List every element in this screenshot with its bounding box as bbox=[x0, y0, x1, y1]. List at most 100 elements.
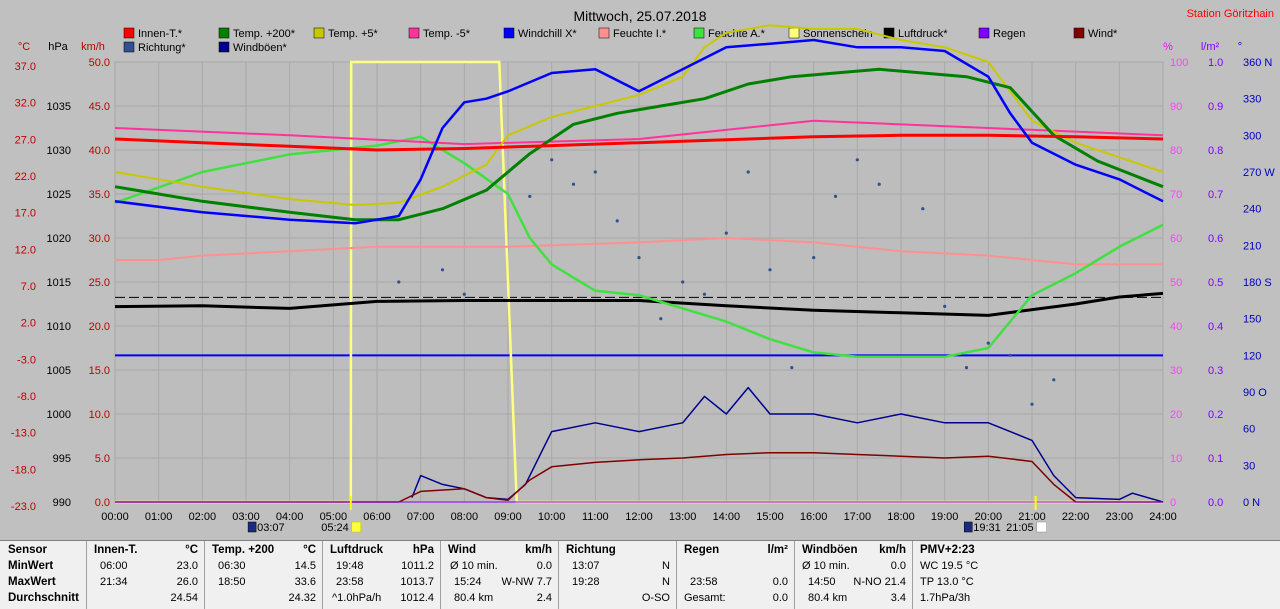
series-temp-plus5 bbox=[114, 24, 1164, 206]
tick-time: 03:00 bbox=[232, 511, 260, 523]
legend-label: Regen bbox=[993, 28, 1025, 40]
tick-celsius: 2.0 bbox=[21, 318, 36, 330]
total-label: Gesamt: bbox=[684, 592, 726, 604]
series-richtung-point bbox=[790, 366, 794, 370]
min-value: N bbox=[662, 560, 670, 572]
tick-direction: 240 bbox=[1243, 204, 1261, 216]
series-richtung-point bbox=[833, 194, 838, 198]
sunrise-icon bbox=[351, 521, 362, 533]
legend-swatch bbox=[218, 41, 230, 53]
tick-time: 18:00 bbox=[887, 511, 915, 523]
rowlabel-sensor: Sensor bbox=[8, 544, 47, 556]
tick-time: 09:00 bbox=[494, 511, 522, 523]
max-time: 15:24 bbox=[454, 576, 482, 588]
series-richtung-point bbox=[615, 219, 619, 223]
legend-swatch bbox=[693, 27, 705, 39]
tick-percent: 40 bbox=[1170, 321, 1182, 333]
max-value: 0.0 bbox=[772, 576, 788, 588]
table-col-pmv: PMV+2:23 WC 19.5 °C TP 13.0 °C 1.7hPa/3h bbox=[912, 541, 1022, 609]
table-col-temp200: Temp. +200 °C 06:30 14.5 18:50 33.6 24.3… bbox=[204, 541, 323, 609]
tick-time: 14:00 bbox=[713, 511, 741, 523]
series-richtung-point bbox=[550, 158, 554, 162]
max-value: 33.6 bbox=[294, 576, 316, 588]
station-name: Station Göritzhain bbox=[1187, 8, 1274, 20]
tick-rain: 0.7 bbox=[1208, 189, 1223, 201]
legend-swatch bbox=[978, 27, 990, 39]
series-richtung-point bbox=[877, 182, 881, 186]
tick-direction: 120 bbox=[1243, 350, 1261, 362]
col-unit: °C bbox=[303, 544, 316, 556]
tick-direction: 60 bbox=[1243, 424, 1255, 436]
tick-direction: 360 N bbox=[1243, 57, 1272, 69]
tick-hpa: 1025 bbox=[47, 189, 71, 201]
series-richtung-point bbox=[964, 366, 969, 370]
tick-percent: 10 bbox=[1170, 453, 1182, 465]
tick-rain: 1.0 bbox=[1208, 57, 1223, 69]
tick-rain: 0.2 bbox=[1208, 409, 1223, 421]
tick-celsius: 27.0 bbox=[15, 134, 36, 146]
avg-value: 3.4 bbox=[890, 592, 906, 604]
sunset-time: 21:05 bbox=[1006, 522, 1034, 534]
max-time: 23:58 bbox=[690, 576, 718, 588]
sunrise-time: 05:24 bbox=[321, 522, 349, 534]
series-richtung-point bbox=[724, 231, 728, 235]
legend-swatch bbox=[123, 27, 135, 39]
tick-direction: 210 bbox=[1243, 240, 1261, 252]
col-unit: km/h bbox=[879, 544, 906, 556]
tick-time: 23:00 bbox=[1106, 511, 1134, 523]
moonrise-time: 03:07 bbox=[257, 522, 285, 534]
series-richtung-point bbox=[921, 207, 925, 211]
tick-percent: 20 bbox=[1170, 409, 1182, 421]
tick-time: 15:00 bbox=[756, 511, 784, 523]
pmv-tp: TP 13.0 °C bbox=[920, 576, 974, 588]
min-value: 0.0 bbox=[536, 560, 552, 572]
min-time: 06:30 bbox=[218, 560, 246, 572]
avg-value: O-SO bbox=[641, 592, 670, 604]
series-richtung-point bbox=[812, 256, 816, 260]
tick-time: 19:00 bbox=[931, 511, 959, 523]
chart-canvas: Mittwoch, 25.07.2018 Station Göritzhain In… bbox=[11, 8, 1275, 534]
col-header: Windböen bbox=[802, 544, 858, 556]
rowlabel-max: MaxWert bbox=[8, 576, 56, 588]
series-richtung-point bbox=[1030, 402, 1034, 406]
axis-unit-direction: ° bbox=[1238, 41, 1242, 53]
tick-celsius: 7.0 bbox=[21, 281, 36, 293]
series-richtung-point bbox=[593, 170, 597, 174]
series-richtung-point bbox=[440, 268, 445, 272]
col-unit: hPa bbox=[412, 544, 434, 556]
min-time: Ø 10 min. bbox=[450, 560, 498, 572]
max-time: 23:58 bbox=[336, 576, 364, 588]
tick-hpa: 1015 bbox=[47, 277, 71, 289]
series-richtung-point bbox=[943, 304, 947, 308]
tick-celsius: -8.0 bbox=[17, 391, 36, 403]
axis-unit-percent: % bbox=[1163, 41, 1173, 53]
rowlabel-avg: Durchschnitt bbox=[8, 592, 79, 604]
weather-chart: Mittwoch, 25.07.2018 Station Göritzhain In… bbox=[0, 0, 1280, 540]
series-luftdruck bbox=[114, 291, 1164, 317]
moonset-icon bbox=[963, 521, 973, 533]
tick-kmh: 15.0 bbox=[89, 365, 110, 377]
rowlabel-min: MinWert bbox=[8, 560, 54, 572]
tick-time: 08:00 bbox=[451, 511, 479, 523]
series-feuchte-innen bbox=[115, 237, 1163, 266]
tick-celsius: -23.0 bbox=[11, 501, 36, 513]
legend-label: Feuchte I.* bbox=[613, 28, 667, 40]
series-richtung-point bbox=[571, 182, 576, 186]
legend-swatch bbox=[313, 27, 325, 39]
tick-direction: 330 bbox=[1243, 94, 1261, 106]
max-time: 21:34 bbox=[100, 576, 128, 588]
tick-celsius: 17.0 bbox=[15, 208, 36, 220]
max-time: 14:50 bbox=[808, 576, 836, 588]
tick-direction: 90 O bbox=[1243, 387, 1267, 399]
series-wind bbox=[115, 451, 1163, 503]
col-header: PMV+2:23 bbox=[920, 544, 975, 556]
series-richtung-point bbox=[659, 317, 663, 321]
table-col-richtung: Richtung 13:07 N 19:28 N O-SO bbox=[558, 541, 677, 609]
legend-swatch bbox=[218, 27, 230, 39]
legend-swatch bbox=[123, 41, 135, 53]
tick-kmh: 40.0 bbox=[89, 145, 110, 157]
min-time: 13:07 bbox=[572, 560, 600, 572]
tick-hpa: 990 bbox=[53, 497, 71, 509]
tick-time: 22:00 bbox=[1062, 511, 1090, 523]
min-time: 19:48 bbox=[336, 560, 364, 572]
